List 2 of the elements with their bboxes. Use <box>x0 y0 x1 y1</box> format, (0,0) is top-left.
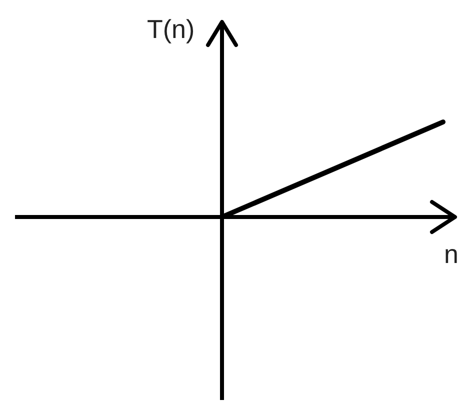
y-axis-title: T(n) <box>147 14 195 44</box>
x-axis-title: n <box>444 239 458 269</box>
